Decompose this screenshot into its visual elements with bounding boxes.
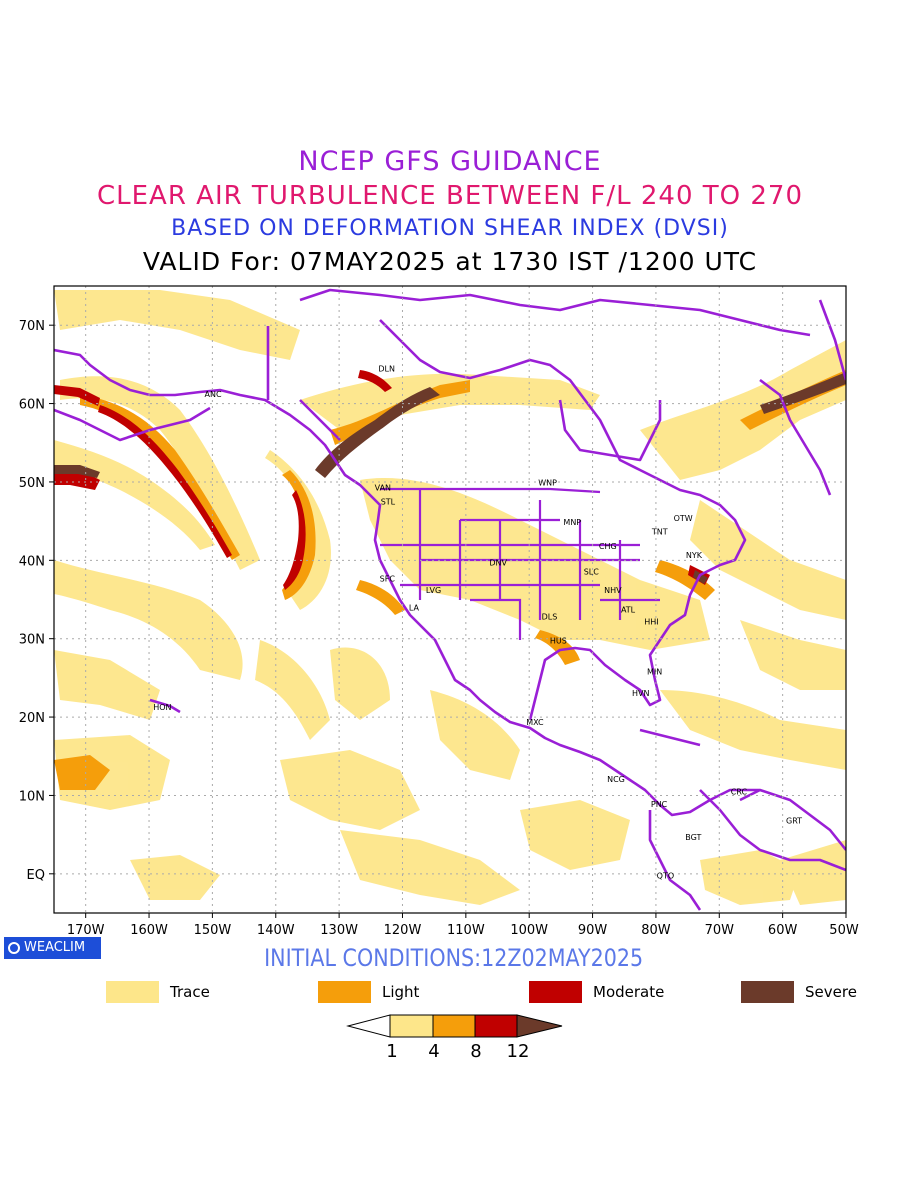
- longitude-labels: 170W 160W 150W 140W 130W 120W 110W 100W 90W 80W 70…: [67, 913, 859, 938]
- weaclim-badge: WEACLIM: [4, 937, 101, 959]
- legend-label-trace: Trace: [170, 983, 210, 1001]
- station-label-min: MIN: [647, 668, 662, 677]
- turbulence-field: [54, 290, 846, 905]
- station-label-van: VAN: [375, 483, 391, 492]
- legend-swatch-light: [318, 981, 371, 1003]
- station-label-slc: SLC: [584, 567, 600, 576]
- station-label-crc: CRC: [731, 788, 748, 797]
- latitude-labels: 70N 60N 50N 40N 30N 20N 10N EQ: [19, 319, 54, 883]
- lon-label: 110W: [447, 923, 485, 938]
- lon-label: 100W: [510, 923, 548, 938]
- map-frame: [53, 285, 847, 914]
- coastlines: [54, 288, 846, 911]
- station-label-ncg: NCG: [607, 775, 625, 784]
- station-label-otw: OTW: [674, 514, 693, 523]
- station-label-dls: DLS: [542, 613, 558, 622]
- lon-label: 160W: [130, 923, 168, 938]
- station-label-mnp: MNP: [563, 518, 581, 527]
- station-label-chg: CHG: [599, 542, 617, 551]
- lon-label: 140W: [257, 923, 295, 938]
- title-line-2: CLEAR AIR TURBULENCE BETWEEN F/L 240 TO …: [96, 181, 804, 211]
- station-label-nhv: NHV: [604, 586, 622, 595]
- colorbar-tick-4: 4: [428, 1041, 439, 1062]
- legend-label-light: Light: [382, 983, 420, 1001]
- initial-conditions: INITIAL CONDITIONS:12Z02MAY2025: [264, 944, 644, 972]
- lon-label: 120W: [384, 923, 422, 938]
- lon-label: 70W: [705, 923, 735, 938]
- watermark-text: WEACLIM: [24, 940, 86, 955]
- turbulence-map: ANC DLN VAN STL WNP MNP OTW TNT CHG NYK DNV SLC SFC L…: [19, 285, 859, 938]
- station-label-dnv: DNV: [489, 559, 507, 568]
- colorbar-bin-2: [432, 1014, 476, 1038]
- colorbar-tick-12: 12: [507, 1041, 530, 1062]
- lon-label: 60W: [768, 923, 798, 938]
- station-label-mxc: MXC: [526, 718, 544, 727]
- legend-label-moderate: Moderate: [593, 983, 665, 1001]
- legend-swatch-trace: [106, 981, 159, 1003]
- lon-label: 50W: [829, 923, 859, 938]
- legend-swatch-severe: [741, 981, 794, 1003]
- lon-label: 80W: [641, 923, 671, 938]
- legend-item-light: Light: [318, 981, 478, 1005]
- weaclim-logo-icon: [8, 942, 20, 954]
- station-label-qto: QTO: [657, 871, 674, 880]
- station-label-hon: HON: [153, 703, 171, 712]
- lat-label: 50N: [19, 476, 45, 491]
- colorbar-bin-1: [389, 1014, 434, 1038]
- station-label-anc: ANC: [205, 390, 222, 399]
- title-valid-time: VALID For: 07MAY2025 at 1730 IST /1200 U…: [142, 247, 758, 276]
- title-line-1: NCEP GFS GUIDANCE: [298, 146, 602, 177]
- colorbar-tick-1: 1: [386, 1041, 397, 1062]
- station-label-grt: GRT: [786, 817, 802, 826]
- legend-item-trace: Trace: [106, 981, 266, 1005]
- lon-label: 150W: [194, 923, 232, 938]
- title-line-3: BASED ON DEFORMATION SHEAR INDEX (DVSI): [171, 216, 729, 241]
- station-label-pnc: PNC: [651, 800, 668, 809]
- lat-label: EQ: [27, 868, 45, 883]
- station-label-dln: DLN: [378, 364, 395, 373]
- colorbar-tick-8: 8: [470, 1041, 481, 1062]
- lat-label: 70N: [19, 319, 45, 334]
- colorbar-bin-3: [474, 1014, 518, 1038]
- station-labels: ANC DLN VAN STL WNP MNP OTW TNT CHG NYK DNV SLC SFC L…: [153, 364, 802, 880]
- station-label-lvg: LVG: [426, 586, 441, 595]
- lat-label: 60N: [19, 398, 45, 413]
- lat-label: 10N: [19, 789, 45, 804]
- station-label-nyk: NYK: [686, 551, 703, 560]
- lat-label: 20N: [19, 711, 45, 726]
- lon-label: 130W: [320, 923, 358, 938]
- legend-item-moderate: Moderate: [529, 981, 709, 1005]
- lon-label: 170W: [67, 923, 105, 938]
- lat-label: 30N: [19, 633, 45, 648]
- colorbar-low-arrow: [346, 1014, 391, 1038]
- colorbar-high-arrow: [516, 1014, 563, 1038]
- lat-label: 40N: [19, 554, 45, 569]
- station-label-wnp: WNP: [538, 479, 557, 488]
- legend-swatch-moderate: [529, 981, 582, 1003]
- gridlines: [54, 286, 846, 913]
- legend-item-severe: Severe: [741, 981, 891, 1005]
- station-label-atl: ATL: [621, 606, 636, 615]
- station-label-hus: HUS: [550, 636, 567, 645]
- station-label-tnt: TNT: [651, 527, 668, 536]
- station-label-sfc: SFC: [380, 574, 396, 583]
- station-label-la: LA: [409, 603, 420, 612]
- station-label-bgt: BGT: [685, 833, 701, 842]
- lon-label: 90W: [578, 923, 608, 938]
- legend-label-severe: Severe: [805, 983, 857, 1001]
- station-label-hhi: HHI: [644, 617, 658, 626]
- station-label-hvn: HVN: [632, 689, 649, 698]
- station-label-stl: STL: [381, 498, 396, 507]
